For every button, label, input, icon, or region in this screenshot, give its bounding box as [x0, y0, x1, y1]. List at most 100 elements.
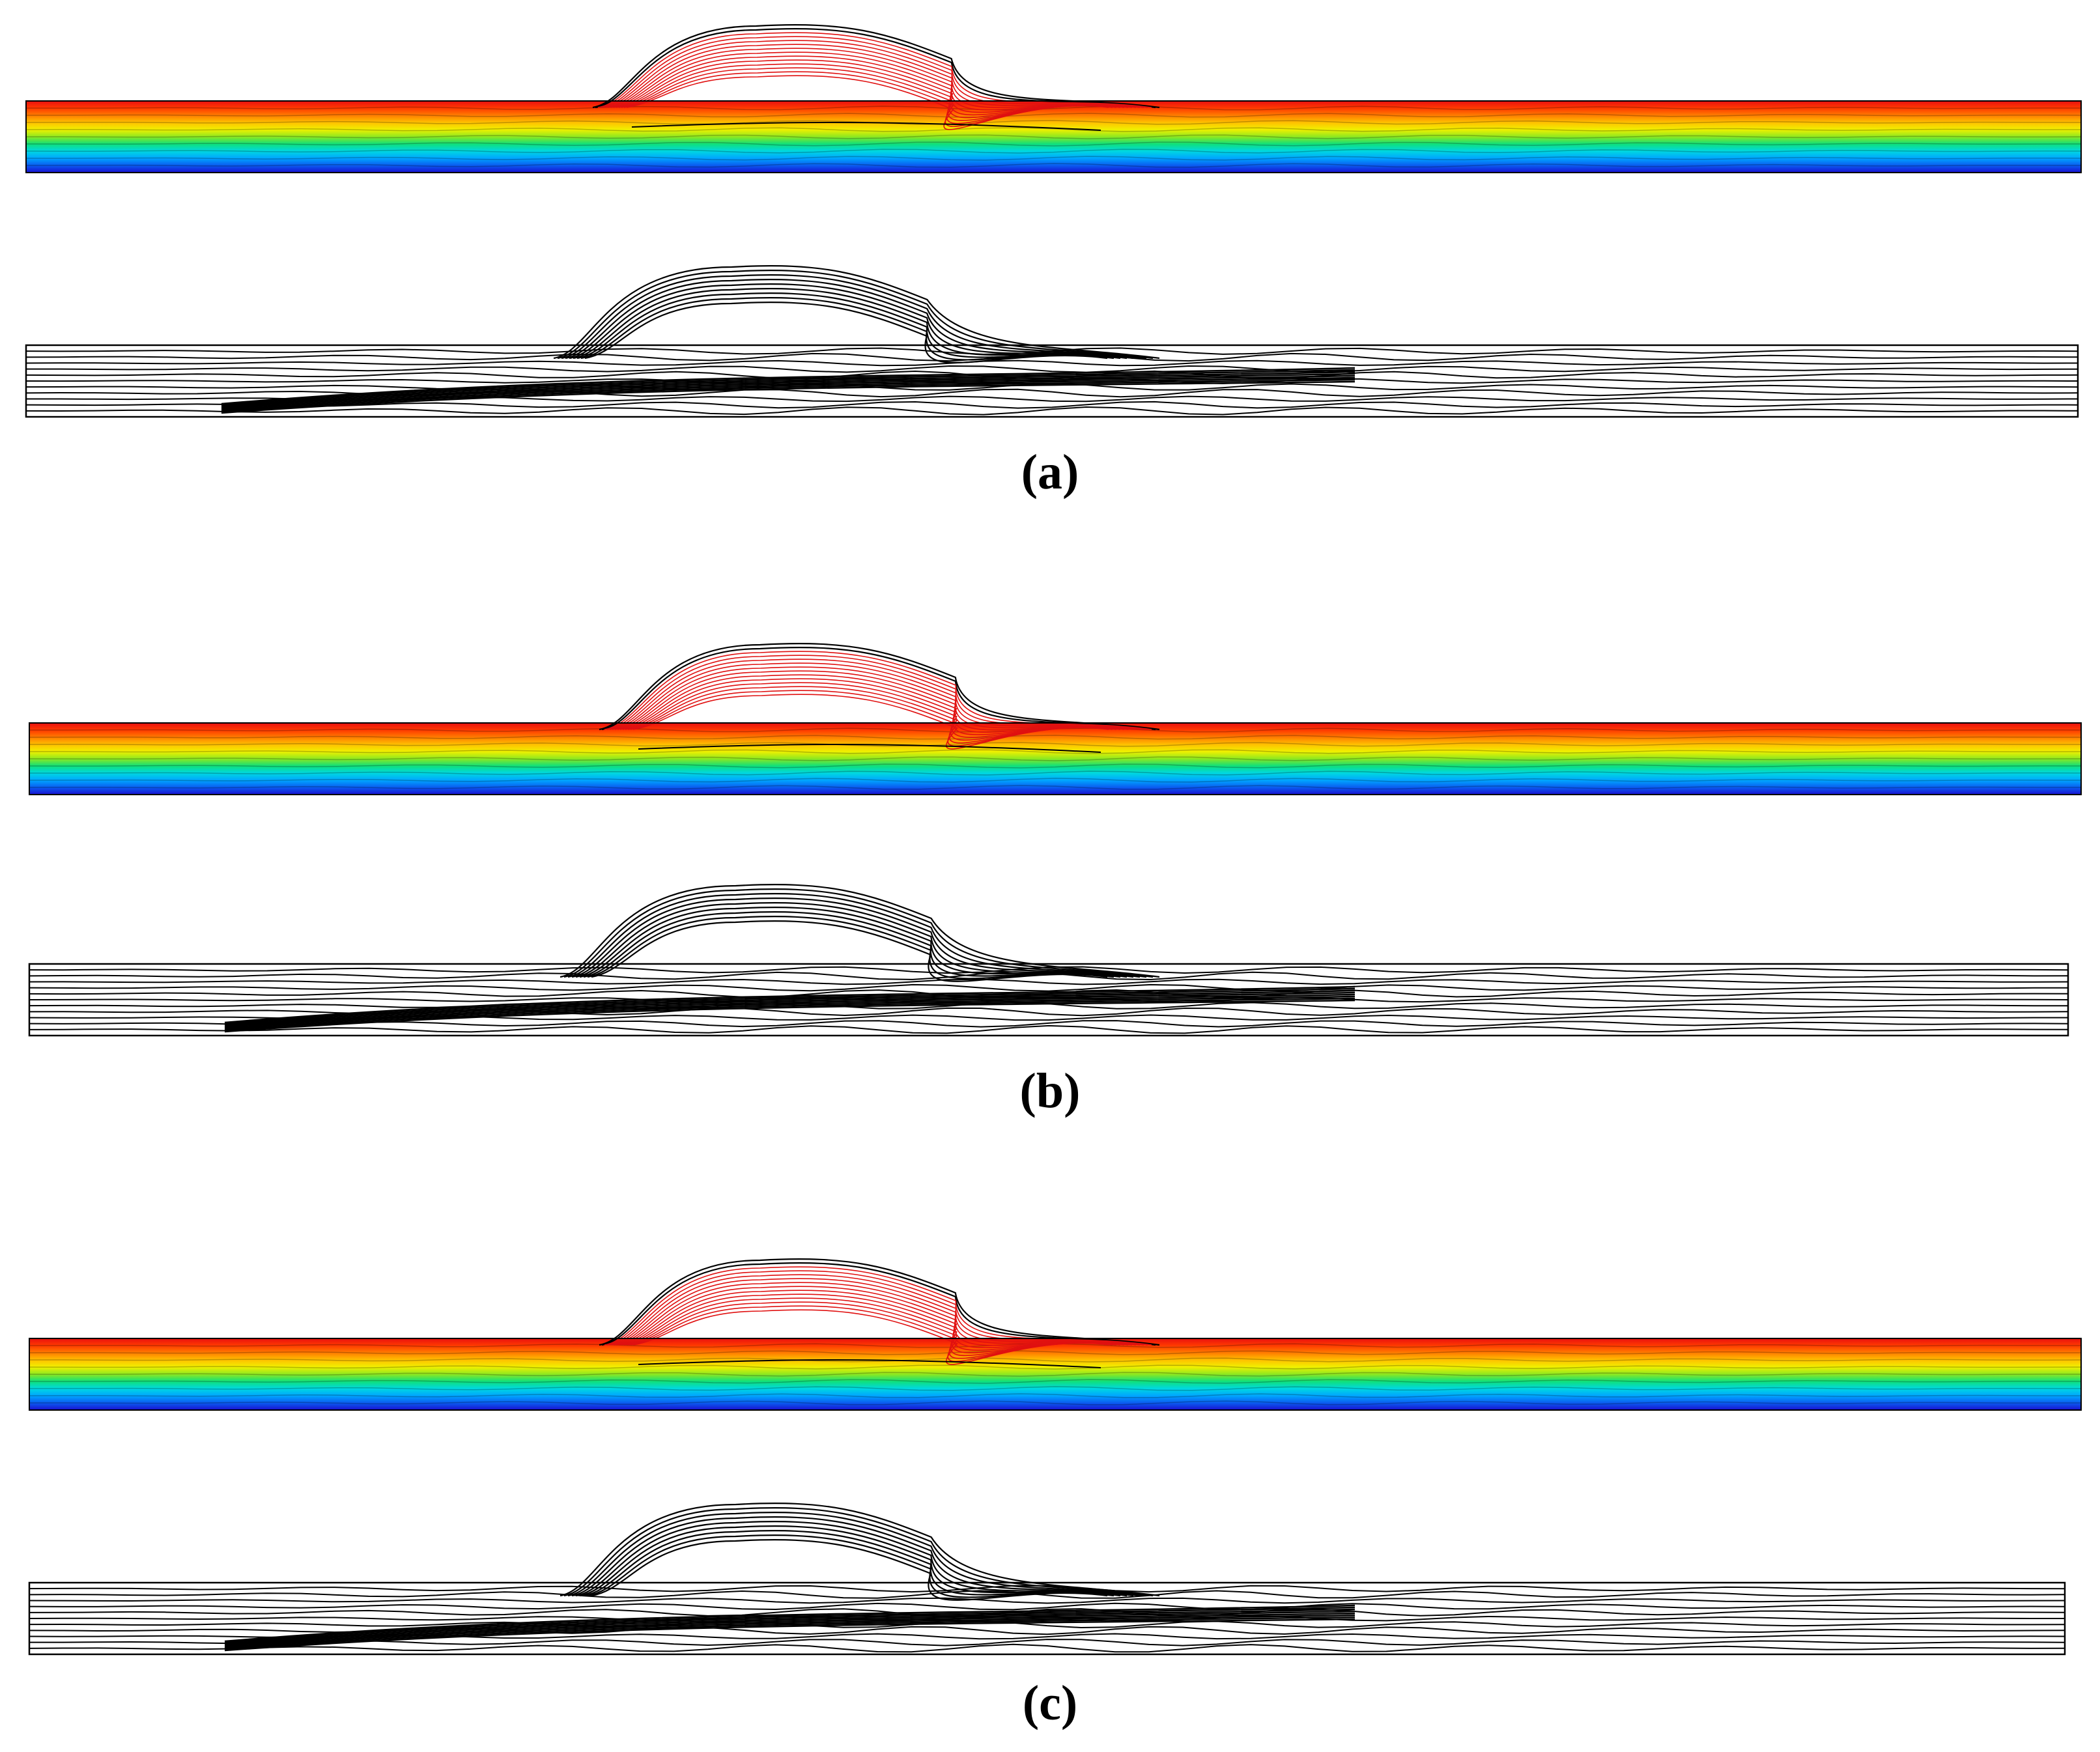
shear-layer-contour — [221, 374, 1355, 410]
bubble-contour — [565, 279, 1141, 360]
bubble-contour — [576, 292, 1121, 360]
bubble-contour — [579, 907, 1128, 978]
bubble-streamline — [627, 1301, 1117, 1359]
bubble-contour — [587, 916, 1114, 980]
vorticity-contour — [29, 1643, 2065, 1653]
streamline — [29, 1379, 2082, 1384]
streamline — [25, 148, 2082, 154]
streamline — [29, 756, 2082, 761]
bubble-contour — [569, 283, 1134, 360]
bubble-streamline — [630, 1305, 1113, 1362]
bubble-streamline — [599, 1258, 1160, 1346]
bubble-streamline — [606, 655, 1148, 730]
shear-layer-contour — [224, 1614, 1355, 1649]
shear-layer-contour — [221, 367, 1355, 405]
bubble-contour — [563, 888, 1154, 978]
bubble-streamline — [622, 1293, 1125, 1353]
caption-b: (b) — [1020, 1064, 1081, 1118]
bubble-streamline — [617, 1286, 1133, 1348]
bubble-contour — [580, 297, 1114, 361]
bubble-streamline — [608, 48, 1137, 111]
bubble-streamline — [627, 686, 1117, 744]
bubble-contour — [557, 270, 1154, 360]
shear-layer-contour — [224, 1608, 1355, 1645]
caption-a: (a) — [1021, 445, 1079, 500]
streamline — [29, 1350, 2082, 1355]
bubble-contour — [584, 302, 1108, 363]
velocity-color-band — [29, 723, 2081, 795]
bubble-contour — [567, 1512, 1147, 1597]
bubble-streamline — [595, 28, 1156, 109]
shear-layer-contour — [221, 373, 1355, 409]
bubble-inner-streamline — [638, 1359, 1101, 1368]
bubble-contour — [583, 1530, 1121, 1597]
vorticity-contour — [29, 1608, 2065, 1617]
bubble-contour — [591, 920, 1108, 982]
shear-layer-contour — [224, 1612, 1355, 1648]
streamline — [25, 134, 2082, 139]
bubble-streamline — [619, 1290, 1129, 1351]
bubble-streamline — [616, 59, 1125, 119]
streamline — [29, 735, 2082, 740]
bubble-streamline — [601, 647, 1156, 731]
streamline — [29, 770, 2082, 776]
channel-outline — [25, 100, 2082, 173]
bubble-streamline — [597, 32, 1152, 108]
shear-layer-contour — [224, 1610, 1355, 1646]
shear-layer-contour — [221, 371, 1355, 408]
vorticity-contour — [25, 406, 2079, 416]
vorticity-contour — [25, 360, 2079, 367]
vorticity-contour — [29, 1585, 2065, 1593]
streamline — [25, 106, 2082, 111]
vorticity-contour — [29, 1024, 2069, 1034]
streamline — [26, 113, 2082, 118]
shear-layer-contour — [224, 1606, 1355, 1644]
shear-layer-contour — [221, 369, 1355, 406]
shear-layer-contour — [224, 1618, 1355, 1652]
streamline-plot-a — [25, 24, 2082, 173]
bubble-inner-streamline — [631, 122, 1101, 131]
shear-layer-contour — [221, 378, 1355, 413]
bubble-streamline — [619, 674, 1129, 735]
bubble-streamline — [623, 71, 1113, 127]
bubble-streamline — [626, 75, 1109, 130]
streamline — [29, 1372, 2082, 1377]
shear-layer-contour — [224, 999, 1355, 1033]
bubble-streamline — [630, 690, 1113, 746]
bubble-contour — [563, 1507, 1154, 1597]
streamline — [29, 742, 2082, 747]
bubble-streamline — [600, 36, 1148, 108]
bubble-streamline — [617, 670, 1133, 733]
bubble-streamline — [609, 1274, 1144, 1346]
bubble-contour — [571, 897, 1141, 978]
shear-layer-contour — [224, 995, 1355, 1030]
bubble-streamline — [601, 1262, 1156, 1346]
vorticity-contour — [25, 365, 2079, 373]
bubble-streamline — [605, 44, 1141, 108]
bubble-streamline — [603, 40, 1144, 108]
vorticity-contour-plot-a — [25, 265, 2079, 418]
bubble-streamline — [618, 63, 1121, 121]
vorticity-contour — [29, 1602, 2065, 1611]
streamline — [29, 1400, 2082, 1406]
bubble-inner-streamline — [638, 744, 1101, 753]
bubble-streamline — [621, 67, 1117, 124]
channel-outline — [29, 722, 2082, 795]
bubble-streamline — [599, 643, 1160, 731]
bubble-contour — [575, 1521, 1134, 1597]
bubble-contour — [573, 288, 1128, 360]
bubble-streamline — [622, 678, 1125, 738]
bubble-streamline — [592, 24, 1160, 109]
bubble-streamline — [606, 1270, 1148, 1346]
bubble-streamline — [632, 1309, 1109, 1365]
bubble-contour — [575, 902, 1134, 978]
shear-layer-contour — [224, 1616, 1355, 1650]
vorticity-contour-plot-c — [28, 1503, 2066, 1656]
streamline — [29, 749, 2082, 754]
shear-layer-contour — [224, 997, 1355, 1032]
shear-layer-contour — [224, 989, 1355, 1026]
streamline — [25, 120, 2082, 125]
bubble-streamline — [613, 55, 1129, 116]
bubble-contour — [560, 884, 1160, 978]
